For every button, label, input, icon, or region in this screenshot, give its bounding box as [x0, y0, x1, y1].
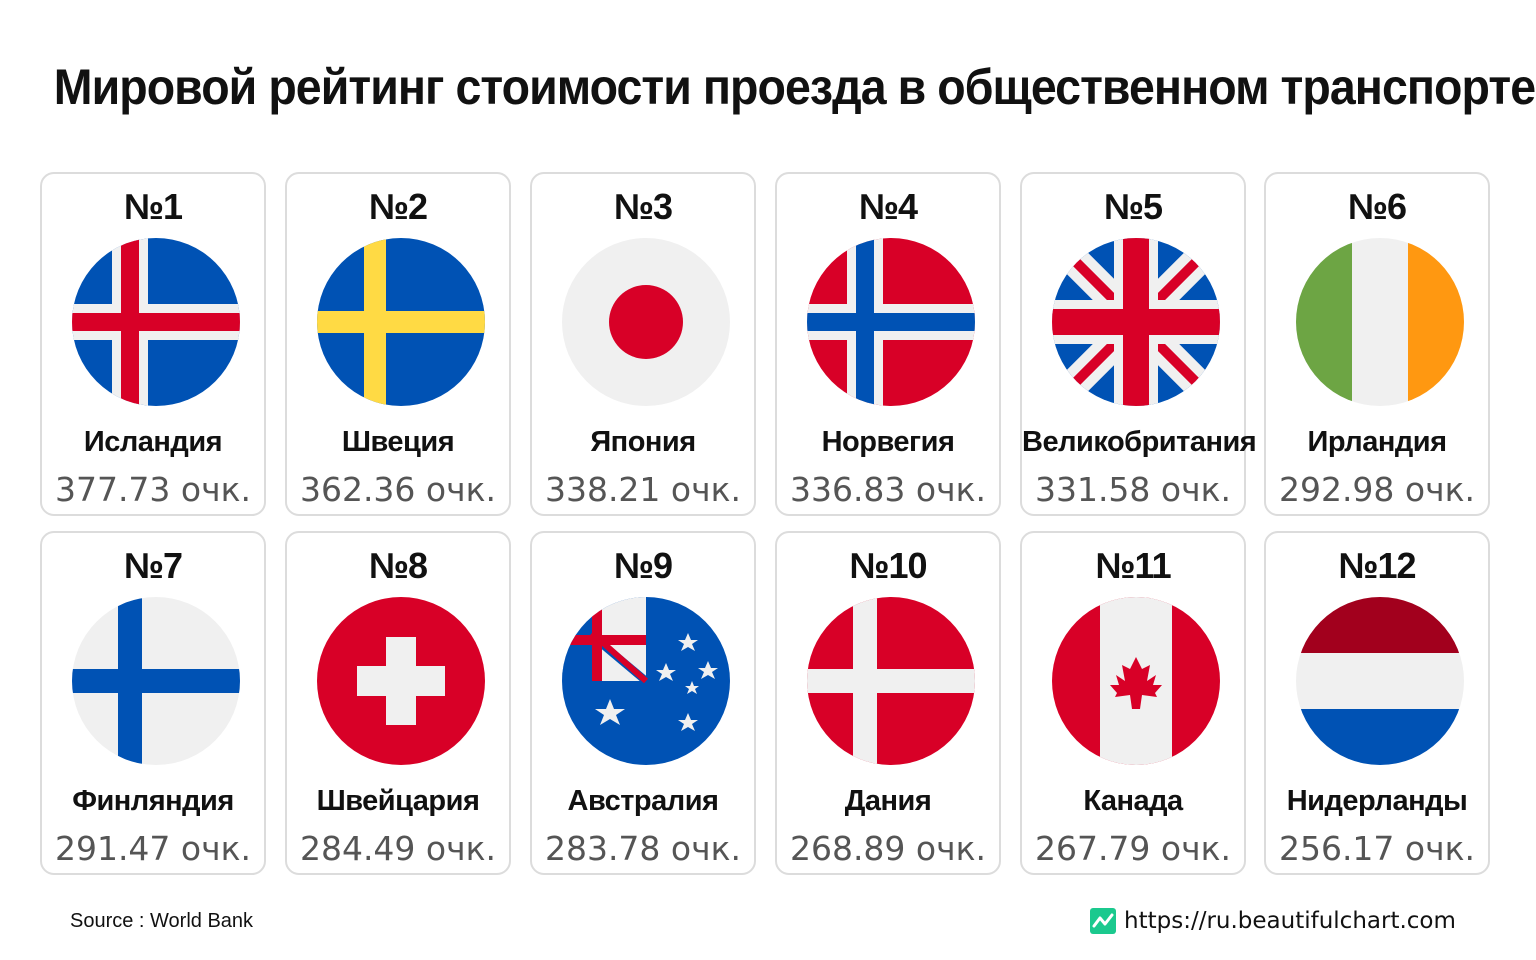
japan-flag-icon	[562, 238, 730, 406]
country-name: Нидерланды	[1286, 785, 1468, 817]
country-card: №7 Финляндия 291.47 очк.	[40, 531, 266, 875]
score-value: 331.58 очк.	[1034, 470, 1232, 509]
country-card: №6 Ирландия 292.98 очк.	[1264, 172, 1490, 516]
rank-label: №2	[368, 186, 428, 227]
rank-label: №11	[1095, 545, 1171, 586]
sweden-flag-icon	[317, 238, 485, 406]
rank-label: №4	[858, 186, 918, 227]
country-card: №12 Нидерланды 256.17 очк.	[1264, 531, 1490, 875]
rank-label: №6	[1347, 186, 1407, 227]
score-value: 291.47 очк.	[54, 829, 252, 868]
rank-label: №7	[123, 545, 183, 586]
score-value: 284.49 очк.	[299, 829, 497, 868]
norway-flag-icon	[807, 238, 975, 406]
score-value: 338.21 очк.	[544, 470, 742, 509]
country-name: Финляндия	[72, 785, 234, 817]
canada-flag-icon	[1052, 597, 1220, 765]
country-card: №1 Исландия 377.73 очк.	[40, 172, 266, 516]
country-card: №4 Норвегия 336.83 очк.	[775, 172, 1001, 516]
chart-logo-icon	[1090, 908, 1116, 934]
iceland-flag-icon	[72, 238, 240, 406]
netherlands-flag-icon	[1296, 597, 1464, 765]
score-value: 292.98 очк.	[1278, 470, 1476, 509]
country-name: Швеция	[341, 426, 455, 458]
country-name: Канада	[1083, 785, 1183, 817]
uk-flag-icon	[1052, 238, 1220, 406]
country-name: Ирландия	[1307, 426, 1447, 458]
country-card: №5 Великобритания 331.58 очк.	[1020, 172, 1257, 516]
country-name: Швейцария	[316, 785, 480, 817]
rank-label: №12	[1338, 545, 1416, 586]
rank-label: №8	[368, 545, 428, 586]
rank-label: №9	[613, 545, 673, 586]
site-url[interactable]: https://ru.beautifulchart.com	[1124, 908, 1456, 934]
country-name: Австралия	[567, 785, 719, 817]
country-name: Великобритания	[1022, 426, 1257, 458]
score-value: 336.83 очк.	[789, 470, 987, 509]
country-name: Дания	[844, 785, 932, 817]
ireland-flag-icon	[1296, 238, 1464, 406]
country-card: №3 Япония 338.21 очк.	[530, 172, 756, 516]
country-name: Исландия	[83, 426, 223, 458]
score-value: 256.17 очк.	[1278, 829, 1476, 868]
score-value: 377.73 очк.	[54, 470, 252, 509]
rank-label: №5	[1103, 186, 1163, 227]
australia-flag-icon	[562, 597, 730, 765]
country-card: №9	[530, 531, 756, 875]
country-name: Япония	[590, 426, 696, 458]
chart-title: Мировой рейтинг стоимости проезда в обще…	[53, 59, 1536, 115]
country-card: №8 Швейцария 284.49 очк.	[285, 531, 511, 875]
score-value: 362.36 очк.	[299, 470, 497, 509]
denmark-flag-icon	[807, 597, 975, 765]
site-link[interactable]: https://ru.beautifulchart.com	[1090, 905, 1456, 937]
country-card: №2 Швеция 362.36 очк.	[285, 172, 511, 516]
rank-label: №3	[613, 186, 673, 227]
country-card: №10 Дания 268.89 очк.	[775, 531, 1001, 875]
score-value: 267.79 очк.	[1034, 829, 1232, 868]
country-name: Норвегия	[821, 426, 955, 458]
ranking-grid: №1 Исландия 377.73 очк. №2	[40, 172, 1492, 878]
rank-label: №1	[123, 186, 183, 227]
source-note: Source : World Bank	[70, 910, 254, 932]
country-card: №11 Канада 267.79 очк.	[1020, 531, 1246, 875]
score-value: 268.89 очк.	[789, 829, 987, 868]
switzerland-flag-icon	[317, 597, 485, 765]
finland-flag-icon	[72, 597, 240, 765]
rank-label: №10	[849, 545, 927, 586]
score-value: 283.78 очк.	[544, 829, 742, 868]
